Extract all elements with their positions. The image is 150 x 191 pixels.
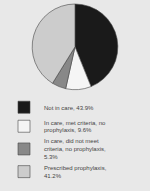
svg-text:In care, met criteria, noproph: In care, met criteria, noprophylaxis, 9.… <box>44 120 106 134</box>
svg-text:Prescribed prophylaxis,41.2%: Prescribed prophylaxis,41.2% <box>44 165 107 179</box>
svg-text:Not in care, 43.9%: Not in care, 43.9% <box>44 105 94 111</box>
svg-text:In care, did not meetcriteria,: In care, did not meetcriteria, no prophy… <box>44 138 106 160</box>
